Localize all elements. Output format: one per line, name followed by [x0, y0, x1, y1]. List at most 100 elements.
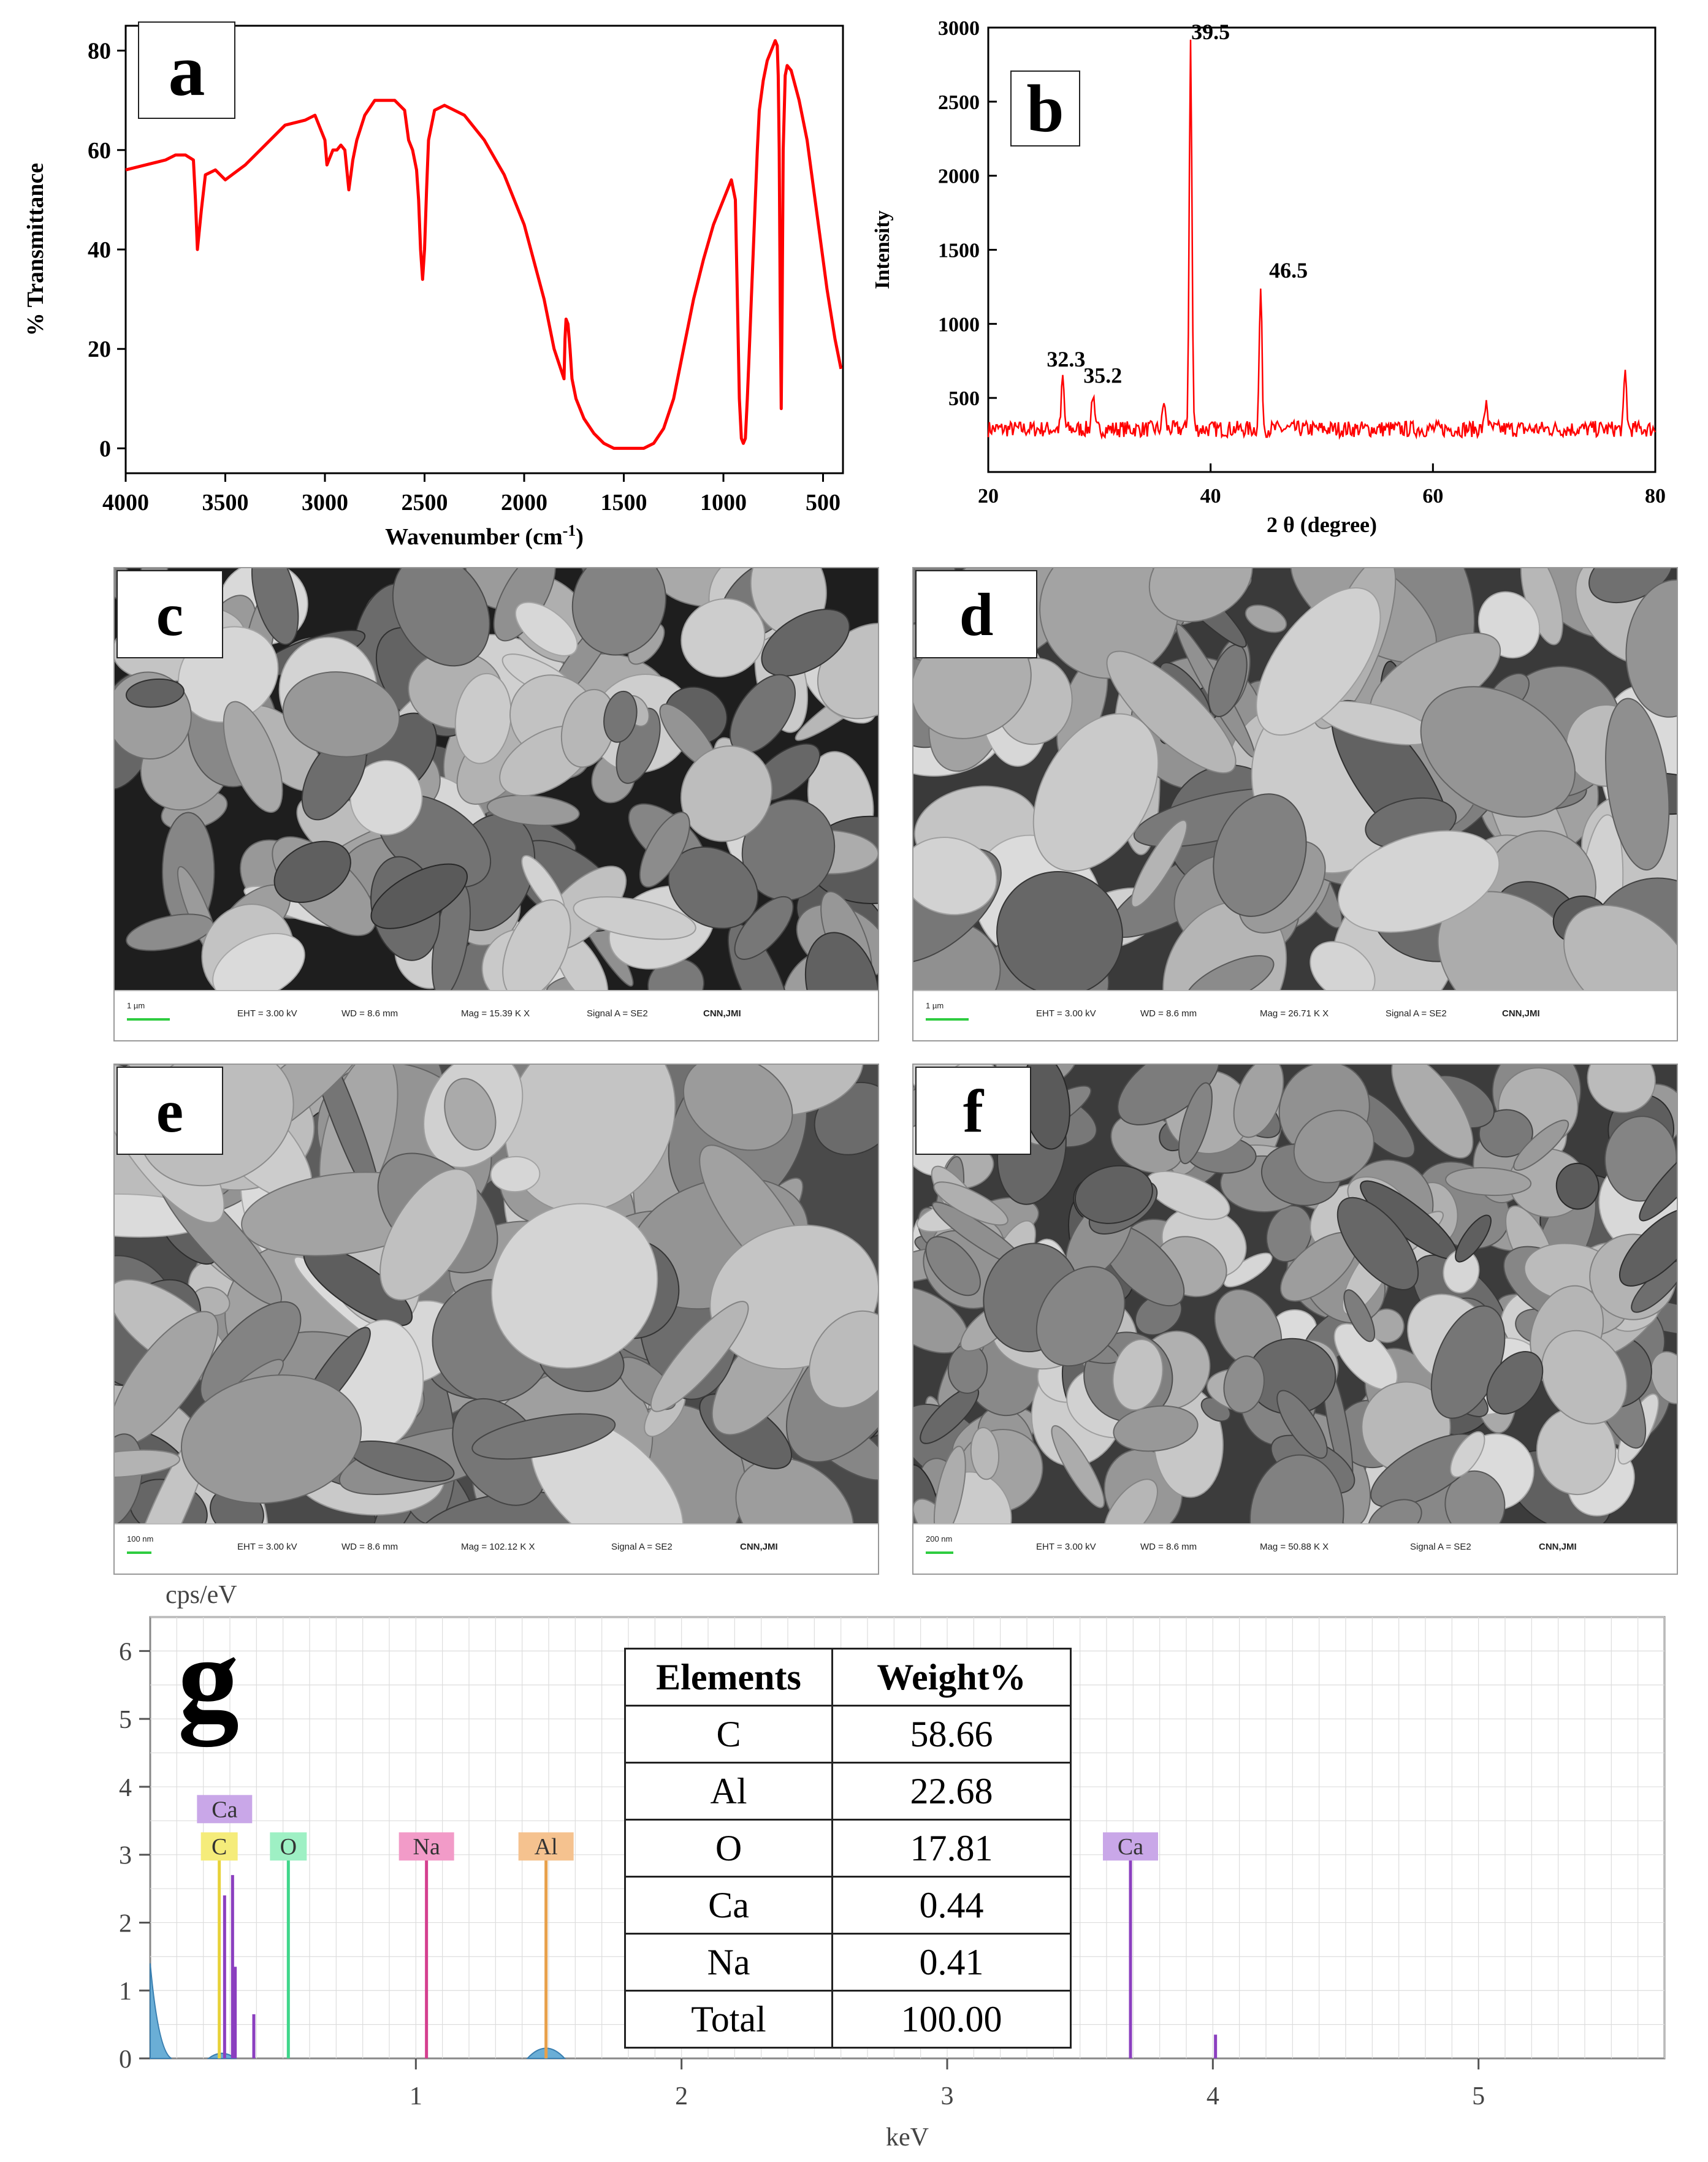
x-axis-label: 2 θ (degree) [1267, 512, 1377, 537]
table-row: Total 100.00 [624, 1990, 1072, 2049]
element-cell: Total [624, 1990, 833, 2049]
peak-annotation: 35.2 [1083, 364, 1122, 388]
signal-d: Signal A = SE2 [1386, 1008, 1447, 1019]
sem-particle [1245, 604, 1287, 633]
element-tag-box [270, 1832, 307, 1861]
sem-particle [573, 896, 696, 940]
wd-d: WD = 8.6 mm [1140, 1008, 1197, 1019]
sem-particle [1074, 1165, 1153, 1224]
x-tick-label: 1000 [700, 490, 747, 516]
x-tick-label: 80 [1645, 485, 1666, 508]
sem-particle [735, 1457, 855, 1524]
element-tag-label: Ca [212, 1797, 237, 1822]
element-cell: O [624, 1819, 833, 1878]
sem-particle [933, 1181, 1008, 1226]
sem-particle [925, 1236, 981, 1296]
sem-particle [282, 671, 400, 758]
element-tag-box [200, 1832, 238, 1861]
sem-particle [1336, 1197, 1419, 1290]
mag-c: Mag = 15.39 K X [461, 1008, 530, 1019]
x-tick-label: 3 [941, 2082, 954, 2111]
scale-bar-f [926, 1551, 953, 1554]
table-header-row: Elements Weight% [624, 1648, 1072, 1707]
sem-particle [650, 1301, 749, 1412]
table-row: Na 0.41 [624, 1933, 1072, 1992]
sem-particle [933, 1445, 966, 1524]
table-header-elements: Elements [624, 1648, 833, 1707]
scale-text-f: 200 nm [926, 1534, 953, 1543]
element-tag-label: O [280, 1834, 297, 1860]
x-tick-label: 20 [978, 485, 999, 508]
sem-info-bar-e: 100 nm EHT = 3.00 kV WD = 8.6 mm Mag = 1… [115, 1523, 878, 1574]
y-tick-label: 1500 [938, 240, 980, 262]
sem-particle [1618, 1208, 1677, 1287]
sem-particle [1293, 1110, 1374, 1184]
panel-g-eds: 1 2 3 4 5 0 1 2 3 4 5 6 cps/eV keV Ca C O Na Al Ca g Elemen… [0, 1581, 1708, 2159]
element-cell: C [624, 1705, 833, 1764]
x-tick-label: 4000 [102, 490, 149, 516]
table-row: O 17.81 [624, 1819, 1072, 1878]
sem-particle [1337, 830, 1500, 933]
x-tick-label: 500 [806, 490, 841, 516]
sem-particle [1256, 587, 1381, 736]
sem-particle [115, 1449, 181, 1479]
sem-particle [1391, 1065, 1474, 1159]
sem-particle [1039, 568, 1180, 679]
inst-f: CNN,JMI [1539, 1542, 1577, 1552]
y-tick-label: 1 [119, 1977, 132, 2006]
element-tag-label: C [212, 1834, 227, 1860]
sem-particle [1035, 1266, 1126, 1367]
table-row: C 58.66 [624, 1705, 1072, 1764]
sem-particle [1625, 579, 1677, 718]
sem-particle [502, 899, 571, 991]
panel-d-label: d [915, 570, 1037, 658]
panel-f-label: f [915, 1067, 1031, 1155]
panel-b-xrd: 20 40 60 80 500 1000 1500 2000 2500 3000 32.3 35.2 3… [852, 0, 1708, 552]
sem-image-c: c 1 µm EHT = 3.00 kV WD = 8.6 mm Mag = 1… [113, 567, 879, 1041]
sem-image-d: d 1 µm EHT = 3.00 kV WD = 8.6 mm Mag = 2… [912, 567, 1678, 1041]
sem-particle [1513, 1119, 1569, 1171]
y-tick-label: 6 [119, 1638, 132, 1666]
inst-c: CNN,JMI [703, 1008, 741, 1019]
sem-particle [1117, 1065, 1220, 1125]
sem-particle [486, 794, 580, 826]
sem-particle [680, 745, 772, 842]
sem-particle [1223, 1355, 1265, 1414]
sem-particle [996, 871, 1123, 991]
y-tick-label: 3000 [938, 17, 980, 40]
y-axis-label: cps/eV [166, 1582, 237, 1609]
y-tick-label: 80 [88, 39, 111, 64]
x-axis-label: Wavenumber (cm-1) [385, 522, 584, 550]
sem-particle [212, 932, 305, 991]
sem-particle [1445, 1167, 1532, 1197]
signal-e: Signal A = SE2 [611, 1542, 673, 1552]
sem-particle [471, 1413, 616, 1460]
wd-e: WD = 8.6 mm [341, 1542, 398, 1552]
x-tick-label: 2500 [402, 490, 448, 516]
element-cell: Ca [624, 1876, 833, 1935]
sem-particle [1112, 1339, 1164, 1411]
element-tag-label: Ca [1118, 1834, 1143, 1860]
element-tag-box [398, 1832, 454, 1861]
sem-image-f: f 200 nm EHT = 3.00 kV WD = 8.6 mm Mag =… [912, 1064, 1678, 1575]
sem-particle [1563, 904, 1677, 991]
y-tick-label: 40 [88, 237, 111, 263]
y-axis-label: Intensity [871, 210, 894, 289]
panel-b-label: b [1010, 70, 1080, 147]
x-tick-label: 2000 [501, 490, 547, 516]
y-tick-label: 5 [119, 1706, 132, 1734]
peak-annotation: 32.3 [1047, 347, 1085, 371]
panel-a-ftir: 4000 3500 3000 2500 2000 1500 1000 500 0 20 40 60 80… [0, 0, 852, 552]
weight-cell: 22.68 [831, 1762, 1072, 1821]
panel-g-label: g [178, 1612, 239, 1747]
scale-text-c: 1 µm [127, 1001, 145, 1010]
signal-c: Signal A = SE2 [587, 1008, 648, 1019]
sem-particle [490, 1203, 658, 1369]
sem-particle [1113, 1405, 1199, 1452]
scale-bar-d [926, 1018, 969, 1021]
y-tick-label: 4 [119, 1774, 132, 1802]
sem-image-e: e 100 nm EHT = 3.00 kV WD = 8.6 mm Mag =… [113, 1064, 879, 1575]
sem-particle [1604, 1116, 1677, 1202]
plot-frame [987, 26, 1657, 473]
ftir-series-line [125, 39, 843, 450]
